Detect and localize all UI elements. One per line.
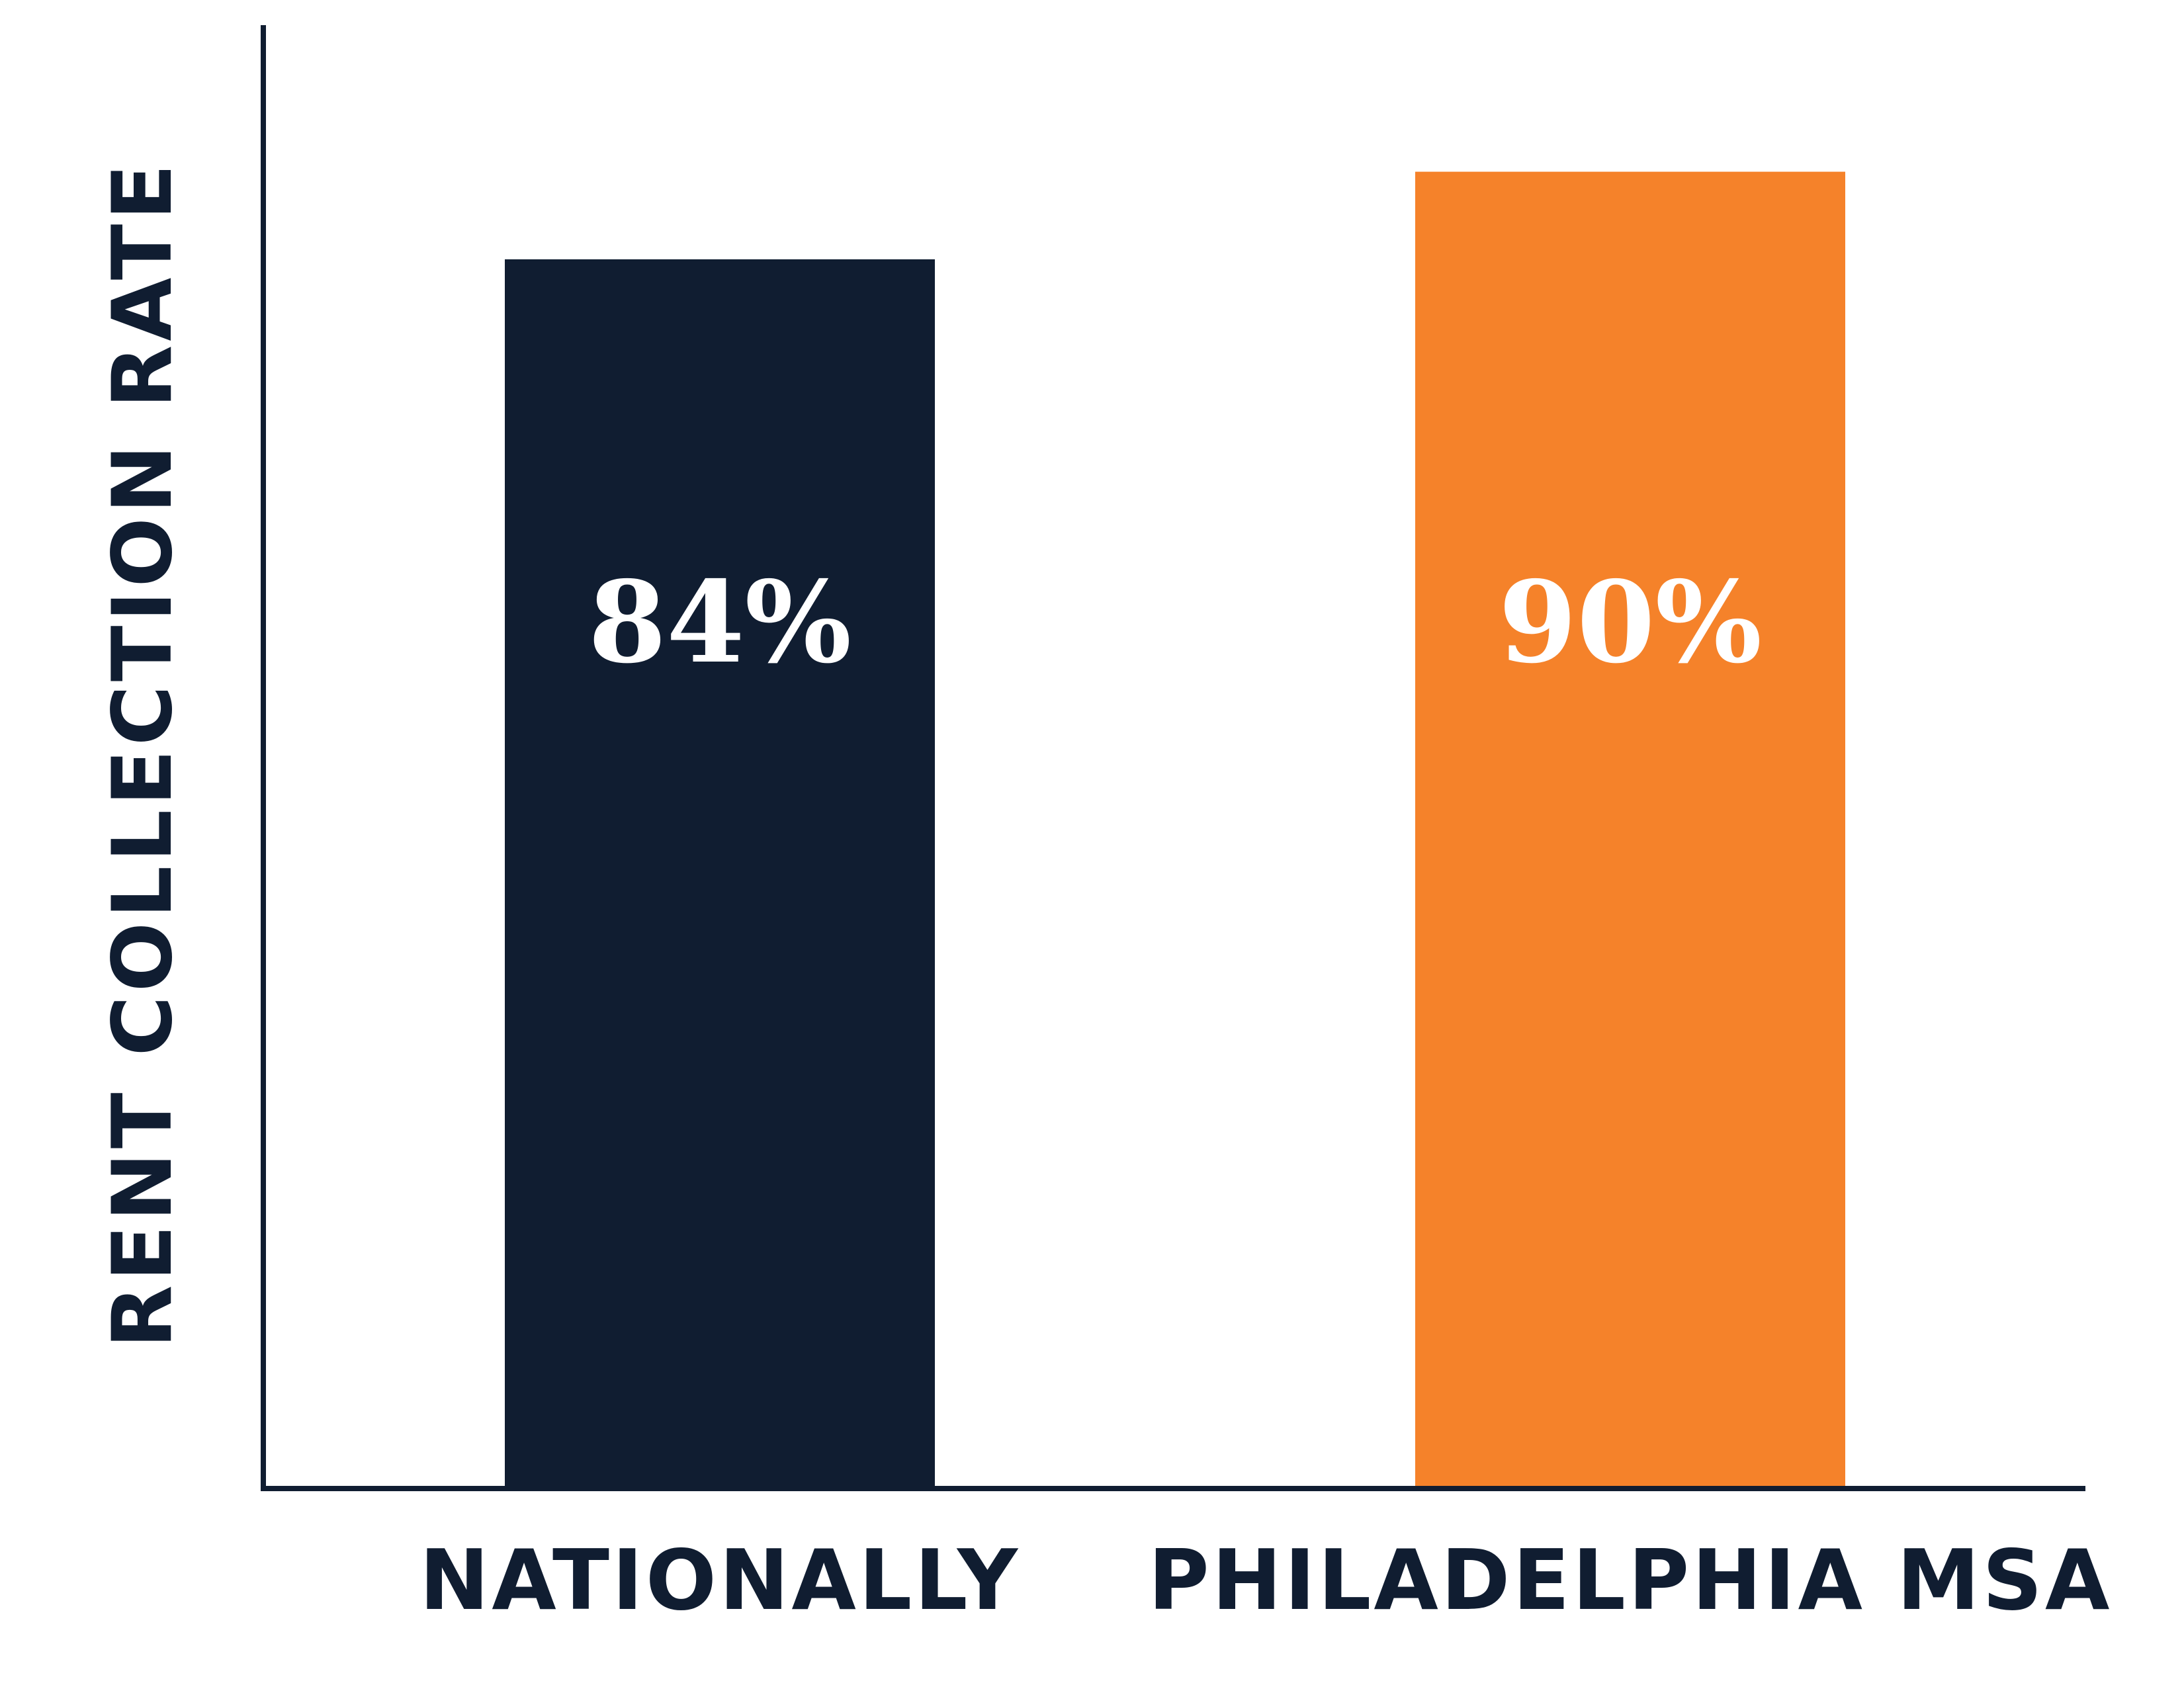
y-axis-label: RENT COLLECTION RATE	[95, 160, 191, 1348]
category-label-philadelphia-msa: PHILADELPHIA MSA	[1148, 1532, 2112, 1629]
bar-nationally	[505, 259, 935, 1486]
data-label-philadelphia-msa: 90%	[1499, 556, 1762, 689]
category-labels-layer: NATIONALLY PHILADELPHIA MSA	[419, 1532, 2112, 1629]
bar-philadelphia-msa	[1415, 171, 1845, 1487]
data-label-nationally: 84%	[588, 556, 852, 689]
category-label-nationally: NATIONALLY	[419, 1532, 1020, 1629]
data-labels-layer: 84% 90%	[588, 556, 1762, 689]
bars-layer	[505, 171, 1845, 1487]
